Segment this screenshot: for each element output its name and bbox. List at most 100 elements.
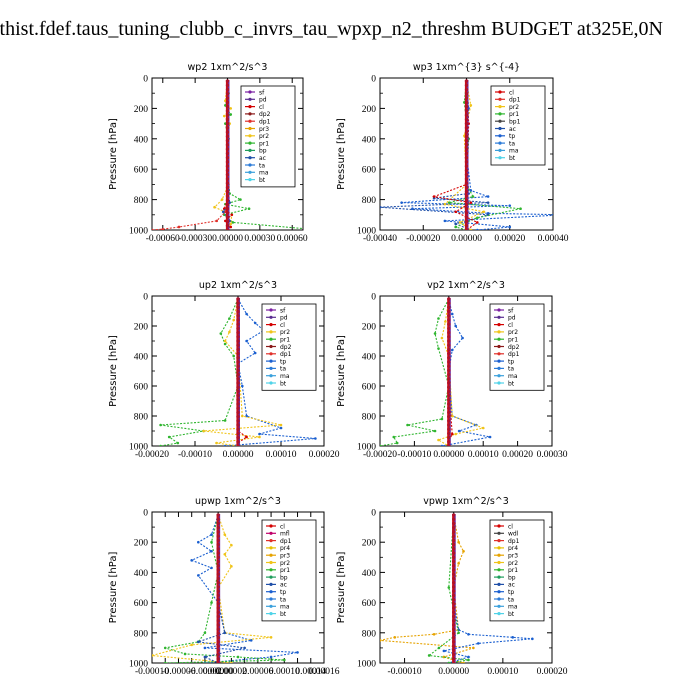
chart-title: wp2 1xm^2/s^3 bbox=[188, 62, 268, 73]
zero-budget-marker bbox=[225, 177, 230, 181]
series-point-tp bbox=[197, 574, 200, 577]
series-point-pr2 bbox=[469, 104, 473, 107]
legend-label: ac bbox=[280, 582, 287, 589]
zero-budget-marker bbox=[464, 155, 469, 160]
zero-budget-marker bbox=[464, 121, 469, 126]
legend-label: bt bbox=[508, 611, 515, 618]
zero-budget-marker bbox=[225, 151, 230, 156]
series-point-tp bbox=[203, 646, 207, 650]
series-point-cl bbox=[476, 221, 479, 224]
zero-budget-marker bbox=[225, 228, 230, 230]
zero-budget-marker bbox=[452, 526, 456, 530]
zero-budget-marker bbox=[464, 215, 469, 219]
series-point-cl bbox=[230, 213, 234, 217]
series-point-tp bbox=[314, 437, 317, 440]
series-point-tp bbox=[400, 201, 403, 204]
zero-budget-marker bbox=[452, 614, 456, 619]
zero-budget-marker bbox=[216, 526, 220, 530]
zero-budget-marker bbox=[236, 360, 240, 364]
legend-marker-bp1 bbox=[498, 119, 502, 123]
legend-marker-ta bbox=[498, 141, 502, 145]
zero-budget-marker bbox=[216, 555, 220, 559]
zero-budget-marker bbox=[216, 530, 220, 534]
legend-marker-tp bbox=[497, 590, 501, 594]
series-line-pr3 bbox=[380, 514, 474, 663]
series-point-tp bbox=[563, 214, 566, 217]
legend-label: pr1 bbox=[508, 567, 518, 574]
legend-label: ac bbox=[259, 155, 266, 162]
y-tick-label: 400 bbox=[362, 569, 377, 579]
series-line-cl bbox=[237, 299, 248, 446]
series-point-pr2 bbox=[269, 636, 273, 639]
x-tick-label: 0.00000 bbox=[433, 450, 464, 460]
series-line-ac bbox=[380, 81, 489, 230]
zero-budget-marker bbox=[452, 564, 456, 568]
legend-marker-pr2 bbox=[269, 330, 273, 334]
zero-budget-marker bbox=[216, 585, 220, 589]
series-point-pr2 bbox=[482, 210, 486, 214]
legend-label: ma bbox=[259, 170, 269, 177]
series-point-ac bbox=[243, 646, 246, 650]
zero-budget-marker bbox=[216, 623, 220, 627]
series-point-pr3 bbox=[380, 639, 382, 642]
zero-budget-marker bbox=[225, 113, 230, 117]
legend-label: ta bbox=[259, 162, 265, 169]
series-point-tp bbox=[442, 649, 446, 653]
legend-label: pr2 bbox=[280, 560, 290, 567]
zero-budget-marker bbox=[216, 547, 220, 551]
x-tick-label: -0.00002 bbox=[188, 667, 222, 677]
series-point-pr1 bbox=[229, 113, 233, 116]
zero-budget-marker bbox=[447, 398, 451, 402]
series-group bbox=[380, 79, 566, 230]
zero-budget-marker bbox=[464, 219, 469, 224]
series-point-pr1 bbox=[210, 601, 213, 604]
series-point-pr1 bbox=[457, 631, 460, 635]
legend-label: ma bbox=[280, 373, 290, 380]
legend-label: pr1 bbox=[508, 337, 518, 344]
y-axis-label: Pressure [hPa] bbox=[336, 335, 347, 407]
series-point-pr1 bbox=[203, 631, 207, 635]
y-tick-label: 200 bbox=[362, 105, 377, 115]
y-tick-label: 1000 bbox=[129, 227, 148, 237]
legend-label: dp1 bbox=[280, 538, 292, 545]
series-line-pr1 bbox=[160, 298, 239, 446]
zero-budget-marker bbox=[447, 414, 451, 419]
x-tick-label: -0.00060 bbox=[146, 234, 180, 244]
x-tick-label: -0.00010 bbox=[388, 667, 422, 677]
series-point-pr1 bbox=[471, 195, 475, 198]
series-point-dp1 bbox=[161, 227, 165, 230]
legend-label: dp2 bbox=[508, 344, 520, 351]
zero-budget-marker bbox=[464, 126, 469, 130]
series-point-pr2 bbox=[443, 202, 447, 206]
legend-label: ma bbox=[508, 604, 518, 611]
zero-budget-marker bbox=[236, 414, 240, 419]
series-point-tp bbox=[450, 312, 454, 316]
legend-label: dp1 bbox=[508, 538, 520, 545]
zero-budget-marker bbox=[452, 547, 456, 551]
zero-budget-marker bbox=[447, 351, 451, 356]
legend-label: pr4 bbox=[508, 545, 518, 552]
zero-budget-marker bbox=[464, 143, 469, 147]
zero-budget-marker bbox=[216, 559, 220, 564]
zero-budget-marker bbox=[464, 198, 469, 202]
series-point-pr1 bbox=[447, 586, 451, 589]
chart-title: vp2 1xm^2/s^3 bbox=[427, 280, 505, 291]
series-point-ac bbox=[380, 205, 382, 209]
series-point-dp1 bbox=[215, 219, 219, 223]
zero-budget-marker bbox=[464, 79, 469, 83]
series-point-pr1 bbox=[437, 317, 440, 320]
y-tick-label: 800 bbox=[134, 196, 149, 206]
series-point-pr1 bbox=[406, 423, 409, 427]
x-tick-label: 0.00010 bbox=[487, 667, 518, 677]
legend-label: pd bbox=[508, 315, 516, 322]
zero-budget-marker bbox=[464, 109, 469, 113]
y-tick-label: 200 bbox=[362, 539, 377, 549]
legend-label: pr2 bbox=[508, 329, 518, 336]
zero-budget-marker bbox=[216, 614, 220, 619]
series-point-pr1 bbox=[476, 216, 479, 220]
series-point-pr3 bbox=[462, 549, 465, 553]
series-point-pr2 bbox=[230, 565, 233, 568]
series-line-pr1 bbox=[380, 298, 450, 446]
series-point-pr1 bbox=[454, 225, 457, 229]
x-tick-label: -0.00006 bbox=[161, 667, 195, 677]
